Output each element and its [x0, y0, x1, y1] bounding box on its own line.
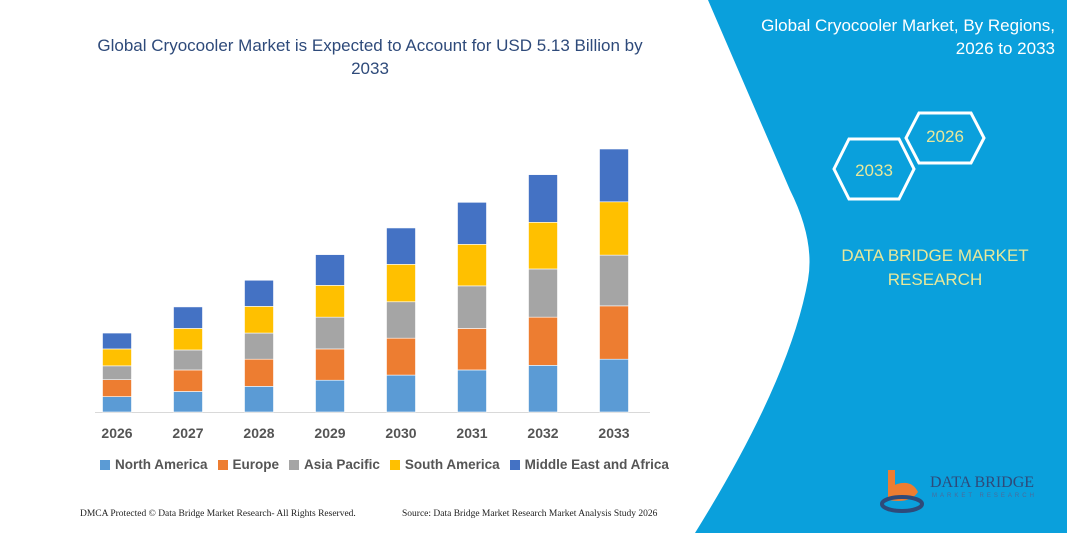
- bar-segment: [102, 332, 132, 350]
- bar-segment: [173, 328, 203, 351]
- legend-label: South America: [404, 457, 500, 472]
- bar-segment: [244, 386, 274, 413]
- footer-copyright: DMCA Protected © Data Bridge Market Rese…: [80, 509, 356, 519]
- logo-subtext: MARKET RESEARCH: [932, 493, 1037, 499]
- bar-segment: [528, 174, 558, 223]
- bar-segment: [599, 254, 629, 307]
- bar-segment: [244, 279, 274, 307]
- bar-segment: [173, 369, 203, 392]
- legend-item: Europe: [217, 457, 280, 472]
- bar-segment: [102, 365, 132, 381]
- bar-segment: [173, 391, 203, 413]
- bar-segment: [386, 337, 416, 376]
- legend-item: Asia Pacific: [289, 457, 380, 472]
- legend: North America Europe Asia Pacific South Ame…: [100, 457, 669, 472]
- bar-segment: [599, 148, 629, 203]
- bar-segment: [173, 306, 203, 329]
- legend-label: Europe: [232, 457, 280, 472]
- bar-segment: [457, 369, 487, 413]
- bar-segment: [315, 254, 345, 286]
- legend-item: North America: [100, 457, 208, 472]
- x-tick-label: 2028: [243, 425, 274, 441]
- legend-swatch: [509, 459, 520, 470]
- bar-segment: [528, 316, 558, 366]
- legend-item: Middle East and Africa: [509, 457, 669, 472]
- bar-segment: [386, 227, 416, 265]
- bar-segment: [102, 348, 132, 367]
- bar-segment: [315, 379, 345, 413]
- legend-label: Middle East and Africa: [524, 457, 669, 472]
- bar-segment: [102, 379, 132, 397]
- bar-segment: [244, 306, 274, 334]
- x-tick-label: 2030: [385, 425, 416, 441]
- hexagon-start-year: 2026: [903, 110, 987, 171]
- logo-text: DATA BRIDGE: [930, 474, 1035, 491]
- legend-label: Asia Pacific: [304, 457, 380, 472]
- bar-segment: [528, 222, 558, 270]
- bar-segment: [599, 358, 629, 413]
- legend-swatch: [217, 459, 228, 470]
- chart-title: Global Cryocooler Market is Expected to …: [97, 36, 643, 78]
- bar-segment: [315, 348, 345, 381]
- bar-segment: [457, 244, 487, 287]
- bar-segment: [599, 201, 629, 256]
- x-tick-label: 2027: [172, 425, 203, 441]
- x-tick-label: 2029: [314, 425, 345, 441]
- footer-source: Source: Data Bridge Market Research Mark…: [402, 509, 658, 519]
- data-bridge-logo-icon: [880, 470, 924, 513]
- bar-segment: [244, 332, 274, 360]
- bar-segment: [457, 285, 487, 329]
- legend-swatch: [289, 459, 300, 470]
- bar-segment: [528, 365, 558, 413]
- hex-end-label: 2033: [855, 161, 893, 180]
- legend-item: South America: [389, 457, 500, 472]
- bar-segment: [244, 358, 274, 387]
- legend-swatch: [389, 459, 400, 470]
- hex-start-label: 2026: [926, 127, 964, 146]
- side-panel-title: Global Cryocooler Market, By Regions, 20…: [761, 16, 1055, 58]
- bar-segment: [315, 316, 345, 350]
- bar-segment: [102, 396, 132, 413]
- x-tick-label: 2026: [101, 425, 132, 441]
- legend-label: North America: [115, 457, 208, 472]
- legend-swatch: [100, 459, 110, 470]
- brand-text: DATA BRIDGE MARKET RESEARCH: [841, 246, 1029, 289]
- bar-segment: [386, 301, 416, 339]
- hexagon-icon: [904, 111, 986, 165]
- chart: 2026 2027 2028 2029 2030 2031 2032 2033: [95, 148, 650, 441]
- bar-segment: [457, 202, 487, 245]
- bar-segment: [386, 374, 416, 413]
- bar-segment: [173, 349, 203, 371]
- x-tick-label: 2032: [527, 425, 558, 441]
- hexagon-end-year: 2033: [831, 136, 917, 207]
- hexagon-icon: [832, 137, 916, 201]
- bar-segment: [457, 328, 487, 371]
- bar-segment: [386, 264, 416, 303]
- x-tick-label: 2033: [598, 425, 629, 441]
- bar-segment: [599, 305, 629, 360]
- bar-segment: [315, 285, 345, 318]
- bar-segment: [528, 268, 558, 318]
- side-panel: [695, 0, 1067, 533]
- x-tick-label: 2031: [456, 425, 487, 441]
